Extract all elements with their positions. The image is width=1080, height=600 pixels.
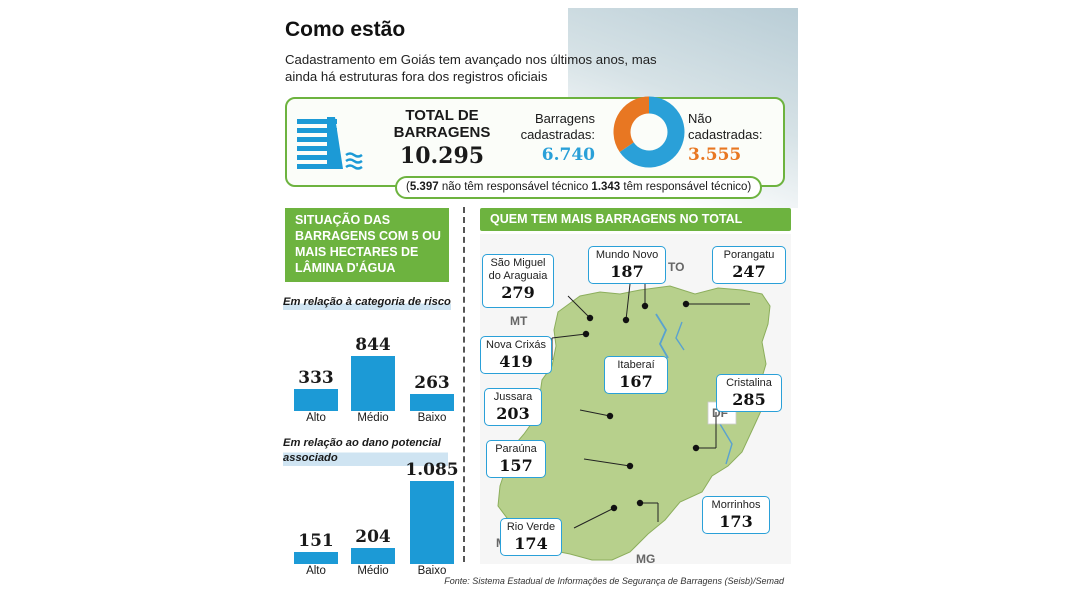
city-name: Rio Verde xyxy=(506,521,556,533)
damage-bar-alto xyxy=(294,552,338,564)
total-value: 10.295 xyxy=(399,143,485,169)
city-value: 187 xyxy=(610,262,644,281)
damage-bar-mdio xyxy=(351,548,395,564)
risk-bar-alto xyxy=(294,389,338,411)
city-box-porangatu: Porangatu 247 xyxy=(712,246,786,284)
city-name: Jussara xyxy=(493,391,533,403)
tech-with-value: 1.343 xyxy=(591,181,621,193)
risk-bar-value: 333 xyxy=(298,368,334,389)
tech-without-label: não têm responsável técnico xyxy=(441,181,589,193)
city-box-rio-verde: Rio Verde 174 xyxy=(500,518,562,556)
registered-label: Barragens cadastradas: xyxy=(520,111,595,142)
risk-category-bar-chart: 333 Alto 844 Médio 263 Baixo xyxy=(283,320,454,425)
damage-bar-category: Alto xyxy=(306,565,326,577)
totals-box: TOTAL DE BARRAGENS 10.295 Barragens cada… xyxy=(285,96,785,187)
city-value: 157 xyxy=(499,456,533,475)
city-box-parauna: Paraúna 157 xyxy=(486,440,546,478)
risk-bar-category: Alto xyxy=(306,412,326,424)
donut-slice-registered xyxy=(619,96,685,168)
total-label: TOTAL DE BARRAGENS xyxy=(393,107,491,141)
page-subtitle: Cadastramento em Goiás tem avançado nos … xyxy=(285,52,657,84)
registration-donut-chart xyxy=(613,96,685,168)
infographic: Como estão Cadastramento em Goiás tem av… xyxy=(283,8,798,592)
dam-icon xyxy=(297,117,363,170)
city-box-mundo-novo: Mundo Novo 187 xyxy=(588,246,666,284)
section-divider xyxy=(463,207,465,562)
city-name: Mundo Novo xyxy=(595,249,659,261)
risk-bar-category: Baixo xyxy=(417,412,447,424)
donut-slice-unregistered xyxy=(613,96,650,153)
city-value: 174 xyxy=(514,534,548,553)
city-name: Cristalina xyxy=(726,377,772,389)
risk-bar-category: Médio xyxy=(357,412,389,424)
damage-bar-value: 1.085 xyxy=(405,460,459,480)
state-label-mt: MT xyxy=(510,314,528,328)
damage-bar-category: Médio xyxy=(357,565,389,577)
city-name: São Miguel do Araguaia xyxy=(488,257,548,282)
state-label-mg: MG xyxy=(636,552,656,566)
city-value: 285 xyxy=(732,390,766,409)
city-box-sao-miguel-do-araguaia: São Miguel do Araguaia 279 xyxy=(482,254,554,308)
city-value: 419 xyxy=(499,352,533,371)
risk-subtitle: Em relação à categoria de risco xyxy=(283,295,451,310)
page-title: Como estão xyxy=(285,18,406,41)
city-name: Itaberaí xyxy=(617,359,655,371)
damage-bar-value: 151 xyxy=(298,531,334,552)
city-value: 279 xyxy=(501,283,535,302)
city-box-morrinhos: Morrinhos 173 xyxy=(702,496,770,534)
tech-without-value: 5.397 xyxy=(409,181,439,193)
technician-note: (5.397 não têm responsável técnico 1.343… xyxy=(395,176,763,199)
unregistered-label: Não cadastradas: xyxy=(688,111,763,142)
city-value: 247 xyxy=(732,262,766,281)
damage-bar-baixo xyxy=(410,481,454,564)
source-note: Fonte: Sistema Estadual de Informações d… xyxy=(444,576,784,586)
goias-map-shape xyxy=(497,283,771,561)
risk-bar-value: 844 xyxy=(355,334,391,355)
city-box-jussara: Jussara 203 xyxy=(484,388,542,426)
city-name: Nova Crixás xyxy=(486,339,546,351)
city-box-cristalina: Cristalina 285 xyxy=(716,374,782,412)
city-name: Morrinhos xyxy=(711,499,761,511)
damage-bar-category: Baixo xyxy=(417,565,447,577)
state-label-to: TO xyxy=(668,260,685,274)
city-name: Paraúna xyxy=(495,443,537,455)
city-value: 203 xyxy=(496,404,530,423)
registered-value: 6.740 xyxy=(541,145,595,165)
damage-subtitle: Em relação ao dano potencial associado xyxy=(283,436,448,466)
risk-bar-baixo xyxy=(410,393,454,411)
goias-map: TO MT DF MS MG São Miguel do Araguaia 27… xyxy=(480,234,791,566)
city-value: 167 xyxy=(619,372,653,391)
risk-bar-mdio xyxy=(351,355,395,411)
tech-with-label: têm responsável técnico xyxy=(623,181,748,193)
city-box-nova-crixas: Nova Crixás 419 xyxy=(480,336,552,374)
dam-situation-header: SITUAÇÃO DAS BARRAGENS COM 5 OU MAIS HEC… xyxy=(285,208,449,282)
map-header: QUEM TEM MAIS BARRAGENS NO TOTAL xyxy=(480,208,791,231)
city-box-itaberai: Itaberaí 167 xyxy=(604,356,668,394)
city-value: 173 xyxy=(719,512,753,531)
city-name: Porangatu xyxy=(723,249,775,261)
risk-bar-value: 263 xyxy=(414,372,450,393)
damage-potential-bar-chart: 151 Alto 204 Médio 1.085 Baixo xyxy=(283,460,459,578)
unregistered-value: 3.555 xyxy=(688,145,742,165)
damage-bar-value: 204 xyxy=(355,527,391,548)
